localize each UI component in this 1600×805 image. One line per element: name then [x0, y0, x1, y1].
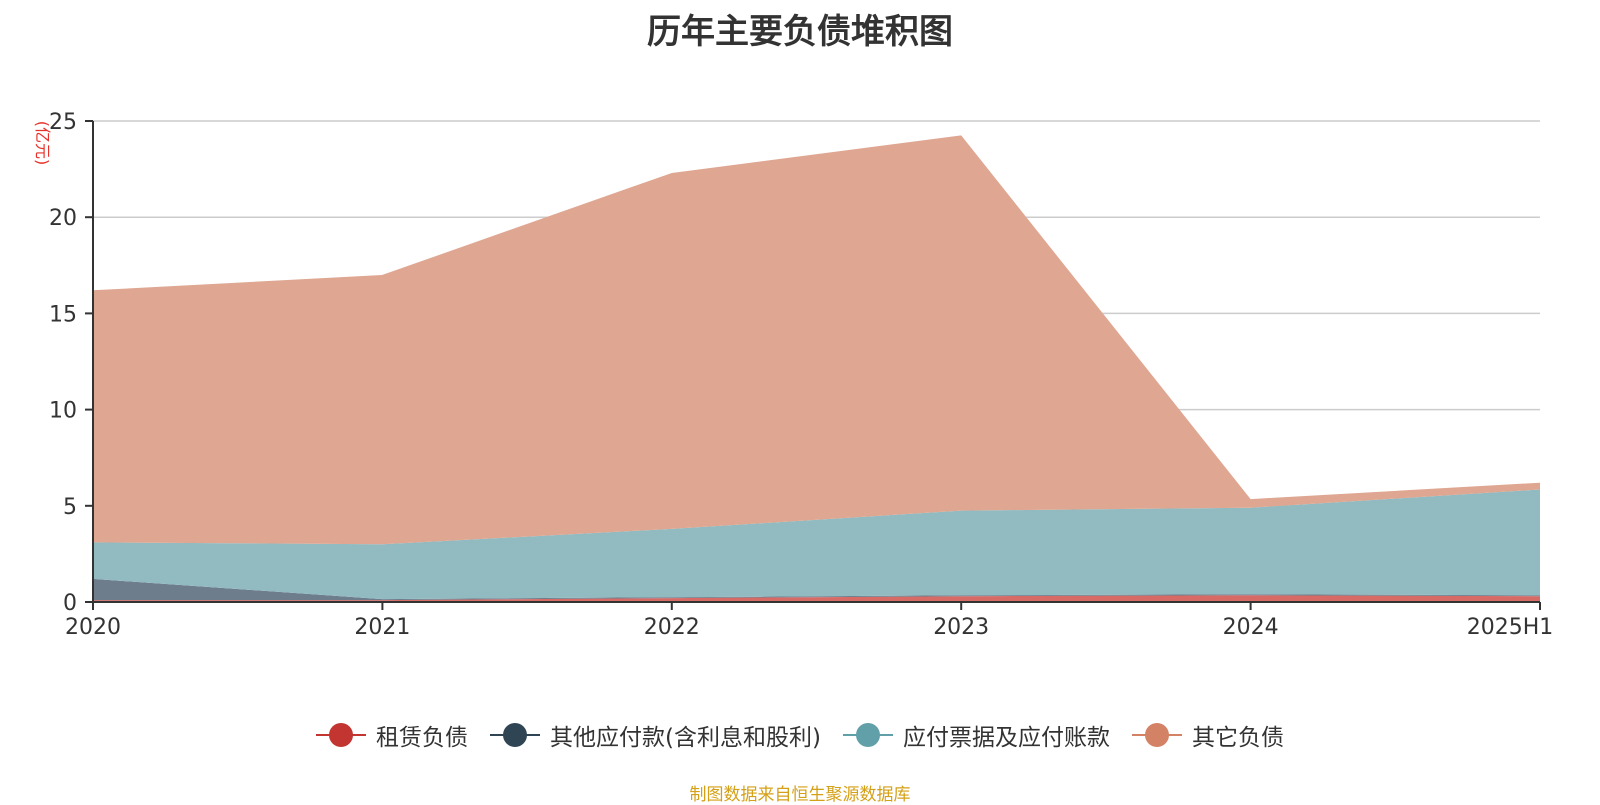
legend-marker-icon	[842, 723, 893, 747]
legend-dot	[1144, 723, 1169, 747]
y-tick-label-2: 10	[49, 399, 77, 424]
y-tick-label-5: 25	[49, 110, 77, 135]
x-tick-label-1: 2021	[354, 615, 410, 640]
area-series-3	[93, 135, 1540, 545]
y-tick-label-4: 20	[49, 206, 77, 231]
legend-marker-icon	[490, 723, 541, 747]
y-axis-unit-label: (亿元)	[33, 121, 52, 166]
legend-item-0[interactable]: 租赁负债	[316, 718, 468, 752]
legend-label: 其它负债	[1191, 725, 1284, 751]
legend-label: 租赁负债	[376, 725, 469, 751]
legend-item-2[interactable]: 应付票据及应付账款	[842, 718, 1110, 752]
area-series	[93, 135, 1540, 602]
legend-dot	[855, 723, 880, 747]
legend-dot	[503, 723, 528, 747]
legend-label: 应付票据及应付账款	[902, 725, 1110, 751]
x-tick-label-4: 2024	[1223, 615, 1279, 640]
legend-label: 其他应付款(含利息和股利)	[550, 725, 821, 751]
x-tick-label-2: 2022	[644, 615, 700, 640]
legend: 租赁负债 其他应付款(含利息和股利) 应付票据及应付账款 其它负债	[0, 718, 1600, 752]
area-series-0	[93, 595, 1540, 602]
y-tick-label-3: 15	[49, 302, 77, 327]
x-tick-label-3: 2023	[933, 615, 989, 640]
legend-item-1[interactable]: 其他应付款(含利息和股利)	[490, 718, 821, 752]
legend-marker-icon	[316, 723, 367, 747]
y-tick-label-0: 0	[63, 591, 77, 616]
x-tick-label-0: 2020	[65, 615, 121, 640]
source-note: 制图数据来自恒生聚源数据库	[689, 785, 911, 805]
area-series-1	[93, 578, 1540, 601]
chart-title: 历年主要负债堆积图	[647, 12, 953, 52]
axes: 0 5 10 15 20 25 2020 2021 2022 2023 2024 2025H1	[49, 110, 1553, 640]
area-series-2	[93, 489, 1540, 600]
legend-item-3[interactable]: 其它负债	[1131, 718, 1284, 752]
y-tick-label-1: 5	[63, 495, 77, 520]
legend-marker-icon	[1131, 723, 1182, 747]
x-tick-label-5: 2025H1	[1467, 615, 1554, 640]
legend-dot	[329, 723, 354, 747]
